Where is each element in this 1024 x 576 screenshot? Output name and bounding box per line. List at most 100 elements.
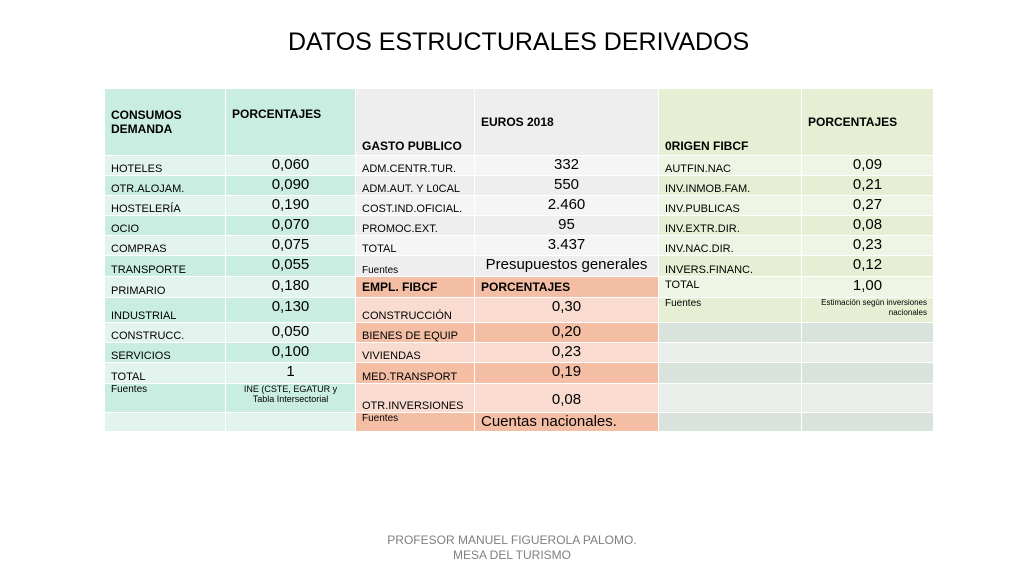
consumo-label: INDUSTRIAL [104, 296, 226, 324]
consumo-value: 0,130 [225, 296, 356, 324]
empty-cell [104, 411, 226, 433]
empty-cell [225, 411, 356, 433]
consumo-label: HOSTELERÍA [104, 194, 226, 217]
origen-value: 0,09 [801, 154, 934, 176]
empleo-label: BIENES DE EQUIP [355, 321, 475, 344]
gasto-label: ADM.AUT. Y L0CAL [355, 174, 475, 196]
consumo-label: HOTELES [104, 154, 226, 176]
table-row: Fuentes INE (CSTE, EGATUR y Tabla Inters… [104, 382, 934, 413]
gasto-fuentes-value: Presupuestos generales [474, 255, 659, 277]
gasto-label: PROMOC.EXT. [355, 215, 475, 237]
table-row: HOTELES 0,060 ADM.CENTR.TUR. 332 AUTFIN.… [104, 154, 934, 176]
origen-label: INV.EXTR.DIR. [658, 215, 802, 237]
consumo-value: 0,075 [225, 235, 356, 257]
table-row: PRIMARIO 0,180 EMPL. FIBCF PORCENTAJES T… [104, 275, 934, 298]
gasto-euros-header: EUROS 2018 [474, 88, 659, 156]
consumo-label: PRIMARIO [104, 275, 226, 298]
table-row: Fuentes Cuentas nacionales. [104, 411, 934, 433]
consumo-label: CONSTRUCC. [104, 321, 226, 344]
consumo-label: SERVICIOS [104, 342, 226, 364]
empleo-value: 0,20 [474, 321, 659, 344]
empleo-label: VIVIENDAS [355, 342, 475, 364]
empty-cell [801, 321, 934, 344]
origen-label: INV.PUBLICAS [658, 194, 802, 217]
empleo-value: 0,23 [474, 342, 659, 364]
empleo-fuentes-label: Fuentes [355, 411, 475, 433]
consumos-header: CONSUMOS DEMANDA [104, 88, 226, 156]
consumo-label: OCIO [104, 215, 226, 237]
gasto-label: TOTAL [355, 235, 475, 257]
table-row: OTR.ALOJAM. 0,090 ADM.AUT. Y L0CAL 550 I… [104, 174, 934, 196]
empleo-value: 0,30 [474, 296, 659, 324]
structural-data-table: CONSUMOS DEMANDA PORCENTAJES GASTO PUBLI… [104, 88, 934, 433]
gasto-value: 550 [474, 174, 659, 196]
origen-label: TOTAL [658, 275, 802, 298]
consumo-value: 0,055 [225, 255, 356, 277]
empty-cell [658, 342, 802, 364]
origen-value: 0,27 [801, 194, 934, 217]
consumo-label: OTR.ALOJAM. [104, 174, 226, 196]
origen-pct-header: PORCENTAJES [801, 88, 934, 156]
empleo-pct-header: PORCENTAJES [474, 275, 659, 298]
origen-label: AUTFIN.NAC [658, 154, 802, 176]
consumos-pct-header: PORCENTAJES [225, 88, 356, 156]
footer: PROFESOR MANUEL FIGUEROLA PALOMO. MESA D… [352, 533, 672, 563]
consumo-label: TOTAL [104, 362, 226, 384]
empleo-header: EMPL. FIBCF [355, 275, 475, 298]
origen-label: INV.INMOB.FAM. [658, 174, 802, 196]
table-row: HOSTELERÍA 0,190 COST.IND.OFICIAL. 2.460… [104, 194, 934, 217]
gasto-label: COST.IND.OFICIAL. [355, 194, 475, 217]
consumo-value: 0,100 [225, 342, 356, 364]
origen-value: 1,00 [801, 275, 934, 298]
empleo-label: OTR.INVERSIONES [355, 382, 475, 413]
consumo-fuentes-value: INE (CSTE, EGATUR y Tabla Intersectorial [225, 382, 356, 413]
empleo-fuentes-value: Cuentas nacionales. [474, 411, 659, 433]
gasto-value: 332 [474, 154, 659, 176]
origen-value: 0,23 [801, 235, 934, 257]
gasto-label: ADM.CENTR.TUR. [355, 154, 475, 176]
origen-header: 0RIGEN FIBCF [658, 88, 802, 156]
consumo-value: 0,050 [225, 321, 356, 344]
empty-cell [658, 382, 802, 413]
table-row: TOTAL 1 MED.TRANSPORT 0,19 [104, 362, 934, 384]
empleo-label: MED.TRANSPORT [355, 362, 475, 384]
origen-fuentes-value: Estimación según inversiones nacionales [801, 296, 934, 324]
table-row: TRANSPORTE 0,055 Fuentes Presupuestos ge… [104, 255, 934, 277]
empleo-label: CONSTRUCCIÓN [355, 296, 475, 324]
consumo-value: 0,180 [225, 275, 356, 298]
page-title: DATOS ESTRUCTURALES DERIVADOS [288, 28, 750, 56]
gasto-value: 2.460 [474, 194, 659, 217]
consumo-value: 0,070 [225, 215, 356, 237]
footer-line-1: PROFESOR MANUEL FIGUEROLA PALOMO. [387, 533, 637, 547]
table-row: INDUSTRIAL 0,130 CONSTRUCCIÓN 0,30 Fuent… [104, 296, 934, 324]
empty-cell [658, 411, 802, 433]
origen-value: 0,21 [801, 174, 934, 196]
origen-value: 0,08 [801, 215, 934, 237]
empty-cell [658, 362, 802, 384]
table-row: OCIO 0,070 PROMOC.EXT. 95 INV.EXTR.DIR. … [104, 215, 934, 237]
origen-label: INVERS.FINANC. [658, 255, 802, 277]
empty-cell [801, 382, 934, 413]
table-row: CONSTRUCC. 0,050 BIENES DE EQUIP 0,20 [104, 321, 934, 344]
table-row: COMPRAS 0,075 TOTAL 3.437 INV.NAC.DIR. 0… [104, 235, 934, 257]
empty-cell [801, 362, 934, 384]
gasto-fuentes-label: Fuentes [355, 255, 475, 277]
origen-value: 0,12 [801, 255, 934, 277]
consumo-fuentes-label: Fuentes [104, 382, 226, 413]
table-header-row: CONSUMOS DEMANDA PORCENTAJES GASTO PUBLI… [104, 88, 934, 156]
table-row: SERVICIOS 0,100 VIVIENDAS 0,23 [104, 342, 934, 364]
consumo-value: 0,060 [225, 154, 356, 176]
consumo-value: 0,090 [225, 174, 356, 196]
empty-cell [801, 342, 934, 364]
gasto-value: 3.437 [474, 235, 659, 257]
empty-cell [658, 321, 802, 344]
footer-line-2: MESA DEL TURISMO [452, 548, 572, 562]
consumo-label: TRANSPORTE [104, 255, 226, 277]
empty-cell [801, 411, 934, 433]
consumo-value: 1 [225, 362, 356, 384]
consumo-value: 0,190 [225, 194, 356, 217]
origen-label: INV.NAC.DIR. [658, 235, 802, 257]
gasto-header: GASTO PUBLICO [355, 88, 475, 156]
consumo-label: COMPRAS [104, 235, 226, 257]
gasto-value: 95 [474, 215, 659, 237]
